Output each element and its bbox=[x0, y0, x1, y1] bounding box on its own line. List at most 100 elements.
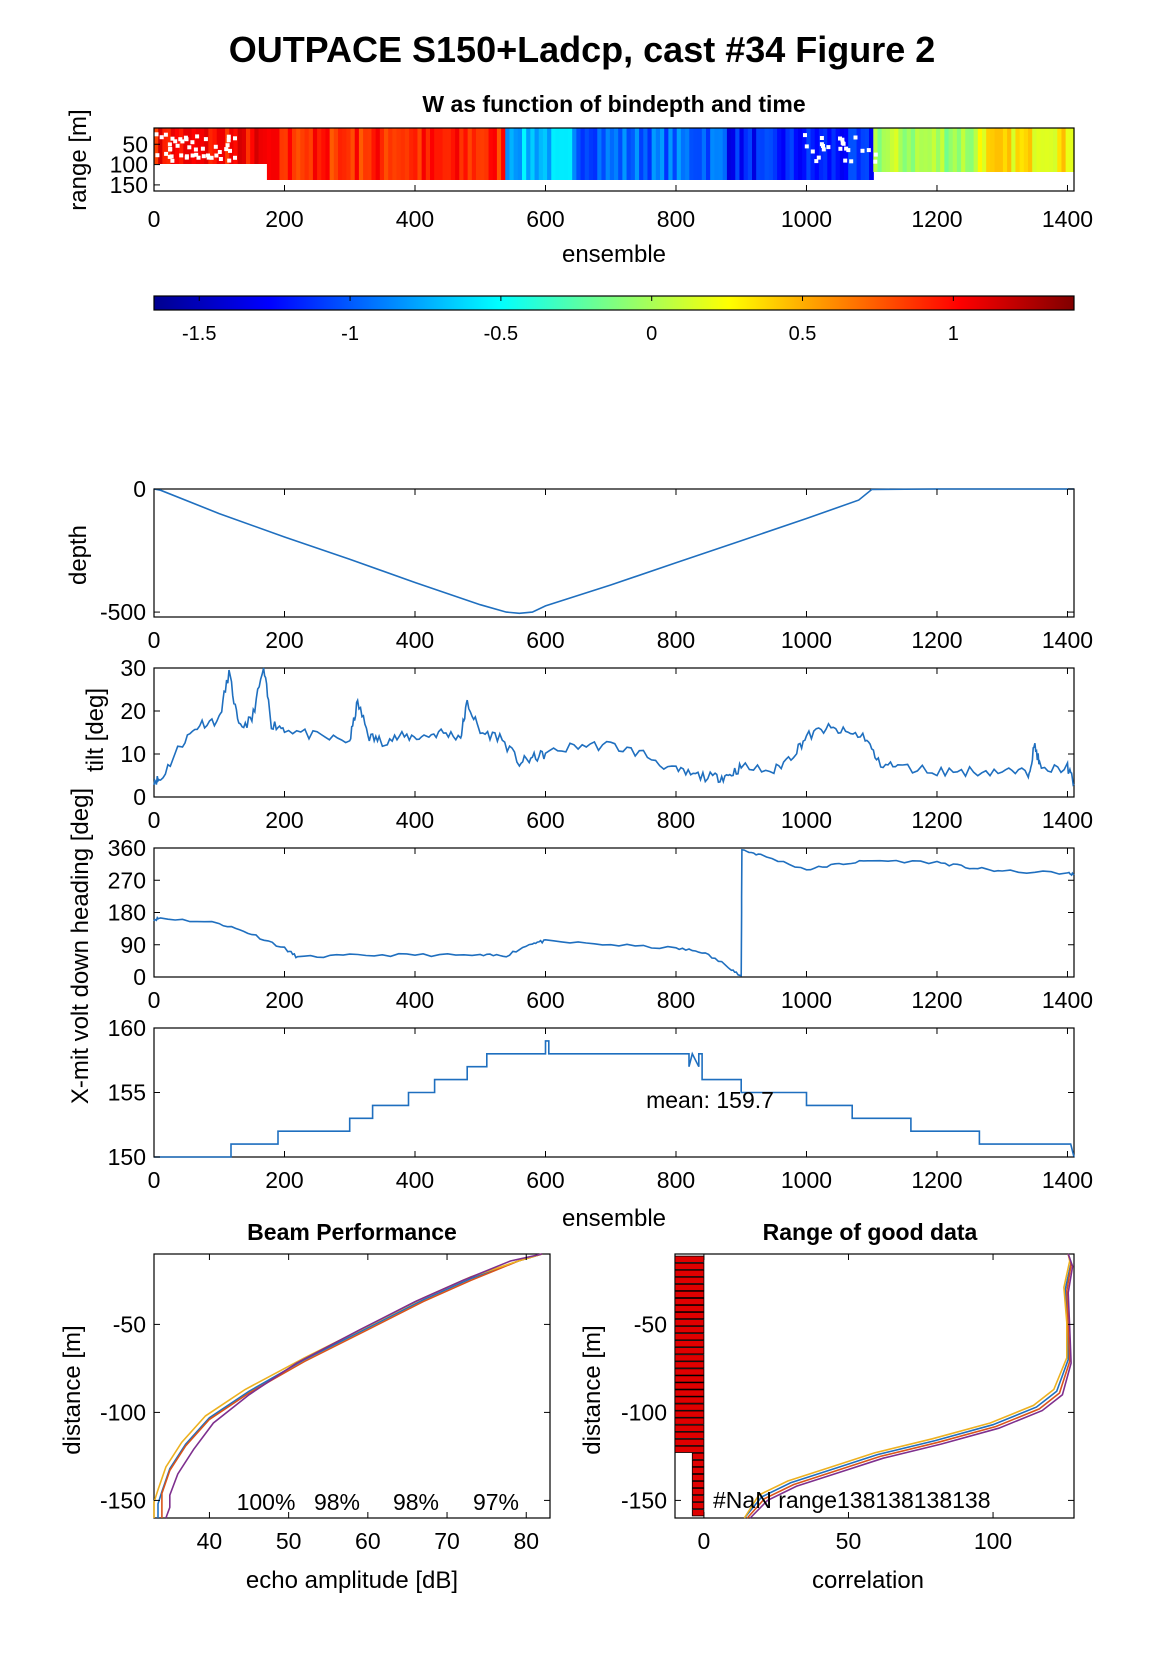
tilt-ylabel: tilt [deg] bbox=[82, 688, 109, 772]
w-map-gap bbox=[179, 153, 184, 158]
w-map-cell bbox=[233, 128, 239, 164]
w-map-gap bbox=[203, 137, 208, 142]
w-map-cell bbox=[471, 128, 477, 180]
beam-series-line bbox=[165, 1253, 543, 1519]
w-map-gap bbox=[233, 155, 237, 160]
w-map-panel: W as function of bindepth and time 0 200 4… bbox=[65, 91, 1093, 268]
w-map-cell bbox=[906, 128, 912, 172]
w-map-cell bbox=[848, 128, 853, 180]
w-map-cell bbox=[777, 128, 782, 180]
nan-range-bar bbox=[674, 1396, 705, 1404]
w-map-gap bbox=[178, 137, 183, 142]
w-map-cell bbox=[609, 128, 615, 180]
w-map-cell bbox=[158, 128, 163, 164]
w-map-cell bbox=[952, 128, 958, 172]
w-map-gap bbox=[175, 143, 180, 148]
w-map-cell bbox=[718, 128, 724, 180]
w-map-cell bbox=[563, 128, 569, 180]
w-map-cell bbox=[1019, 128, 1025, 172]
w-map-cell bbox=[1065, 128, 1071, 172]
w-map-cell bbox=[647, 128, 653, 180]
w-map-cell bbox=[685, 128, 690, 180]
tilt-axes-box bbox=[153, 667, 1075, 798]
nan-range-bar bbox=[674, 1326, 705, 1334]
w-map-cell bbox=[530, 128, 536, 180]
w-map-cell bbox=[739, 128, 745, 180]
w-map-xtick-label: 400 bbox=[396, 206, 434, 232]
colorbar-tick-label: -1 bbox=[341, 323, 359, 345]
volt-ytick-label: 160 bbox=[108, 1015, 146, 1041]
w-map-cell bbox=[760, 128, 766, 180]
beam-panel: 40 50 60 70 80 -150 -100 -50 bbox=[100, 1253, 551, 1554]
w-map-cell bbox=[517, 128, 523, 180]
beam-xtick-label: 50 bbox=[276, 1528, 302, 1554]
w-map-cell bbox=[969, 128, 975, 172]
w-map-xtick-label: 1400 bbox=[1042, 206, 1093, 232]
w-map-cell bbox=[618, 128, 623, 180]
volt-xtick-label: 600 bbox=[526, 1167, 564, 1193]
w-map-cell bbox=[802, 128, 807, 180]
w-map-cell bbox=[948, 128, 954, 172]
w-map-gap bbox=[155, 153, 160, 158]
w-map-cell bbox=[513, 128, 519, 180]
volt-panel: 0 200 400 600 800 1000 1200 1400 150 155 160 bbox=[108, 1015, 1093, 1193]
heading-ytick-label: 270 bbox=[108, 867, 146, 893]
w-map-gap bbox=[154, 132, 159, 137]
w-map-cell bbox=[965, 128, 971, 172]
nan-range-bar bbox=[674, 1417, 705, 1425]
w-map-cell bbox=[492, 128, 498, 180]
w-map-cell bbox=[338, 128, 343, 180]
w-map-cell bbox=[722, 128, 728, 180]
w-map-cell bbox=[798, 128, 803, 180]
good_range-series-line bbox=[743, 1253, 1071, 1519]
w-map-gap bbox=[224, 147, 229, 152]
w-map-cell bbox=[430, 128, 435, 180]
w-map-cell bbox=[170, 128, 176, 164]
depth-xtick-label: 200 bbox=[265, 627, 303, 653]
w-map-cell bbox=[894, 128, 899, 172]
w-map-cell bbox=[220, 128, 226, 164]
w-map-cell bbox=[747, 128, 753, 180]
w-map-xtick-label: 800 bbox=[657, 206, 695, 232]
nan-range-bar bbox=[674, 1368, 705, 1376]
w-map-gap bbox=[228, 148, 232, 153]
w-map-cell bbox=[1044, 128, 1050, 172]
w-map-gap bbox=[227, 158, 232, 163]
nan-range-bar bbox=[674, 1403, 705, 1411]
w-map-gap bbox=[190, 153, 195, 158]
w-map-cell bbox=[768, 128, 774, 180]
w-map-cell bbox=[977, 128, 983, 172]
w-map-cell bbox=[229, 128, 235, 164]
w-map-x-ticks: 0 200 400 600 800 1000 1200 1400 bbox=[148, 185, 1093, 232]
w-map-cell bbox=[643, 128, 649, 180]
nan-range-bar bbox=[674, 1262, 705, 1270]
nan-range-bar bbox=[674, 1255, 705, 1263]
w-map-gap bbox=[846, 148, 851, 153]
w-map-cell bbox=[271, 128, 276, 180]
w-map-cell bbox=[593, 128, 598, 180]
w-map-gap bbox=[206, 155, 211, 160]
good-range-title: Range of good data bbox=[763, 1219, 978, 1245]
w-map-cell bbox=[568, 128, 573, 180]
heading-ytick-label: 90 bbox=[120, 932, 146, 958]
colorbar-tick-label: -1.5 bbox=[182, 323, 216, 345]
w-map-xtick-label: 600 bbox=[526, 206, 564, 232]
w-map-cell bbox=[605, 128, 611, 180]
w-map-cell bbox=[994, 128, 1000, 172]
w-map-gap bbox=[159, 135, 164, 140]
w-map-cell bbox=[459, 128, 465, 180]
colorbar-tick-label: 0 bbox=[646, 323, 657, 345]
depth-xtick-label: 0 bbox=[148, 627, 161, 653]
heading-axes-box bbox=[153, 847, 1075, 978]
w-map-cell bbox=[927, 128, 933, 172]
good_range-xtick-label: 50 bbox=[836, 1528, 862, 1554]
w-map-cell bbox=[396, 128, 402, 180]
w-map-xlabel: ensemble bbox=[562, 241, 666, 268]
good_range-series-line bbox=[746, 1253, 1072, 1519]
heading-series-line bbox=[153, 848, 1075, 977]
w-map-cell bbox=[710, 128, 715, 180]
nan-range-bar bbox=[674, 1269, 705, 1277]
w-map-cell bbox=[450, 128, 456, 180]
